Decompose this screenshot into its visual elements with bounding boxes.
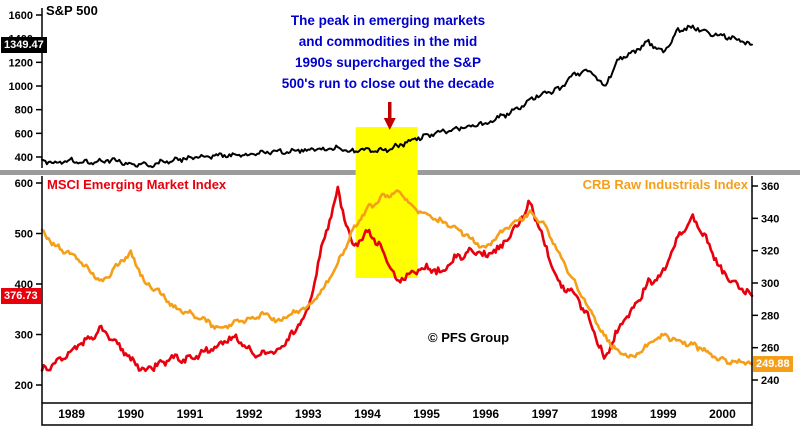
- axis-tick-label: 320: [761, 246, 779, 258]
- annotation-line: 500's run to close out the decade: [281, 76, 495, 91]
- axis-tick-label: 300: [15, 330, 33, 342]
- year-axis-strip: [41, 402, 753, 426]
- annotation-text: The peak in emerging markets and commodi…: [238, 10, 538, 94]
- axis-tick-label: 1992: [236, 407, 263, 421]
- msci-value-badge: 376.73: [1, 287, 41, 304]
- msci-line: [40, 185, 754, 373]
- axis-tick-label: 400: [15, 152, 33, 164]
- annotation-line: and commodities in the mid: [298, 34, 478, 49]
- axis-tick-label: 2000: [709, 407, 736, 421]
- axis-tick-label: 800: [15, 105, 33, 117]
- axis-tick-label: 1995: [413, 407, 440, 421]
- annotation-line: The peak in emerging markets: [290, 13, 486, 28]
- axis-tick-label: 340: [761, 213, 779, 225]
- axis-tick-label: 360: [761, 181, 779, 193]
- annotation-arrow-head: [383, 118, 396, 130]
- sp500-value-badge: 1349.47: [1, 36, 47, 53]
- crb-line: [40, 189, 754, 366]
- crb-title: CRB Raw Industrials Index: [582, 177, 748, 192]
- axis-tick-label: 1600: [9, 10, 33, 22]
- sp500-line: [41, 24, 753, 169]
- axis-tick-label: 1998: [591, 407, 618, 421]
- axis-tick-label: 1200: [9, 57, 33, 69]
- axis-tick-label: 1996: [472, 407, 499, 421]
- watermark: © PFS Group: [428, 330, 510, 345]
- sp500-title: S&P 500: [46, 3, 98, 18]
- axis-tick-label: 1990: [117, 407, 144, 421]
- axis-tick-label: 600: [15, 128, 33, 140]
- axis-tick-label: 1991: [177, 407, 204, 421]
- axis-tick-label: 280: [761, 310, 779, 322]
- axis-tick-label: 200: [15, 380, 33, 392]
- axis-tick-label: 1997: [532, 407, 559, 421]
- axis-tick-label: 500: [15, 229, 33, 241]
- axis-tick-label: 1999: [650, 407, 677, 421]
- axis-tick-label: 240: [761, 375, 779, 387]
- axis-tick-label: 1993: [295, 407, 322, 421]
- axis-tick-label: 300: [761, 278, 779, 290]
- axis-tick-label: 1000: [9, 81, 33, 93]
- axis-tick-label: 1994: [354, 407, 381, 421]
- crb-value-badge: 249.88: [753, 356, 793, 373]
- axis-tick-label: 1989: [58, 407, 85, 421]
- axis-tick-label: 260: [761, 343, 779, 355]
- msci-title: MSCI Emerging Market Index: [47, 177, 227, 192]
- axis-tick-label: 600: [15, 178, 33, 190]
- annotation-line: 1990s supercharged the S&P: [294, 55, 482, 70]
